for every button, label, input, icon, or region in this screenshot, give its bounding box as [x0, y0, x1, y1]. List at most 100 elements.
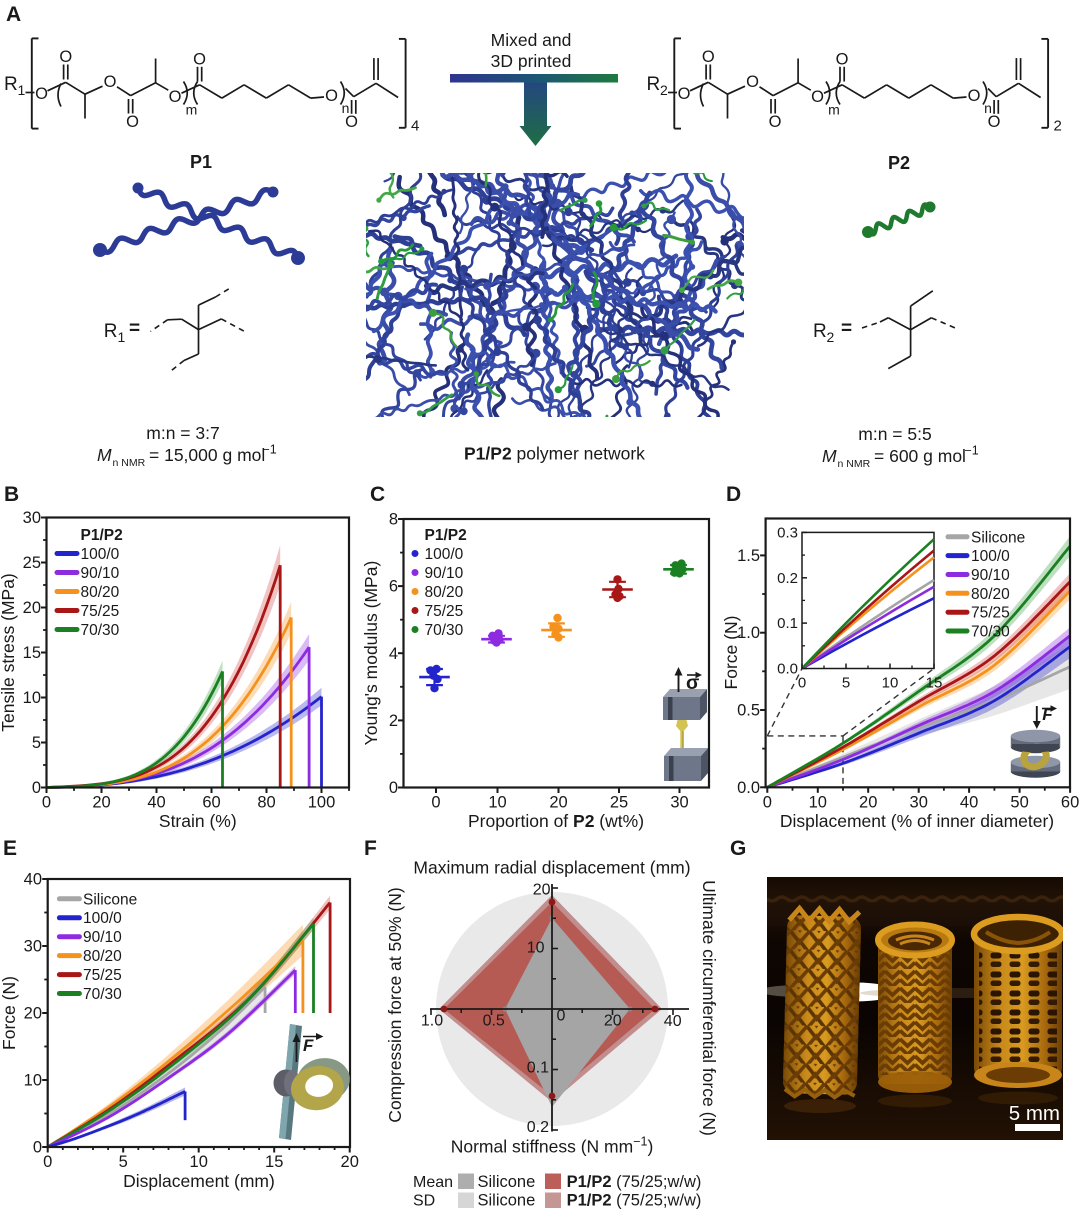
svg-text:40: 40 — [24, 871, 42, 889]
svg-text:4: 4 — [389, 645, 398, 663]
svg-text:40: 40 — [664, 1013, 682, 1030]
svg-text:90/10: 90/10 — [81, 565, 120, 582]
svg-text:SD: SD — [413, 1193, 435, 1209]
svg-text:m:n = 3:7: m:n = 3:7 — [146, 423, 219, 443]
svg-text:P2: P2 — [888, 153, 910, 173]
svg-text:Silicone: Silicone — [971, 529, 1025, 546]
svg-text:100: 100 — [308, 794, 336, 812]
svg-text:2: 2 — [1054, 118, 1062, 135]
svg-text:80/20: 80/20 — [81, 584, 120, 601]
svg-text:80: 80 — [257, 794, 275, 812]
svg-text:1.0: 1.0 — [421, 1012, 443, 1029]
svg-text:Force (N): Force (N) — [721, 616, 741, 690]
svg-text:O: O — [836, 50, 849, 68]
svg-text:Ultimate circumferential force: Ultimate circumferential force (N) — [699, 880, 719, 1136]
svg-text:2: 2 — [827, 329, 835, 345]
svg-text:−1: −1 — [263, 443, 277, 457]
svg-text:4: 4 — [411, 118, 419, 135]
svg-text:B: B — [4, 483, 19, 506]
svg-text:P1/P2: P1/P2 — [81, 527, 123, 544]
svg-text:n: n — [342, 100, 350, 116]
svg-text:M: M — [822, 446, 837, 466]
svg-text:0.1: 0.1 — [527, 1059, 549, 1076]
svg-text:75/25: 75/25 — [971, 605, 1010, 622]
svg-text:2: 2 — [660, 82, 668, 98]
svg-text:R: R — [4, 74, 18, 95]
svg-text:10: 10 — [190, 1153, 208, 1171]
svg-text:R: R — [647, 74, 661, 95]
svg-text:Proportion of P2 (wt%): Proportion of P2 (wt%) — [468, 811, 644, 831]
svg-text:70/30: 70/30 — [81, 622, 120, 639]
svg-text:O: O — [702, 48, 715, 66]
svg-text:O: O — [193, 50, 206, 68]
svg-text:C: C — [370, 483, 385, 506]
svg-text:O: O — [769, 113, 782, 131]
svg-text:30: 30 — [24, 938, 42, 956]
svg-text:0: 0 — [389, 779, 398, 797]
svg-text:80/20: 80/20 — [971, 586, 1010, 603]
svg-text:10: 10 — [882, 675, 899, 692]
svg-text:m: m — [186, 102, 198, 118]
svg-text:n NMR: n NMR — [838, 458, 871, 470]
svg-text:Mean: Mean — [413, 1174, 453, 1191]
svg-text:10: 10 — [24, 1072, 42, 1090]
svg-text:O: O — [126, 113, 139, 131]
svg-text:15: 15 — [265, 1153, 283, 1171]
svg-text:20: 20 — [859, 794, 877, 812]
svg-text:O: O — [746, 73, 759, 91]
svg-text:O: O — [59, 48, 72, 66]
svg-text:5: 5 — [32, 734, 41, 752]
svg-text:F: F — [1042, 705, 1053, 724]
svg-text:25: 25 — [23, 554, 41, 572]
svg-text:0.2: 0.2 — [527, 1119, 549, 1136]
svg-text:0: 0 — [33, 1139, 42, 1157]
svg-text:P1/P2: P1/P2 — [425, 527, 467, 544]
svg-text:O: O — [104, 73, 117, 91]
svg-text:O: O — [811, 88, 824, 106]
svg-text:=: = — [129, 318, 140, 339]
svg-text:15: 15 — [926, 675, 943, 692]
svg-text:40: 40 — [960, 794, 978, 812]
svg-text:40: 40 — [147, 794, 165, 812]
svg-text:P1: P1 — [190, 152, 212, 172]
svg-text:Displacement (mm): Displacement (mm) — [123, 1171, 275, 1191]
svg-text:80/20: 80/20 — [83, 948, 122, 965]
svg-text:90/10: 90/10 — [971, 567, 1010, 584]
svg-text:F: F — [303, 1036, 314, 1055]
svg-text:O: O — [678, 85, 691, 103]
svg-text:Tensile stress (MPa): Tensile stress (MPa) — [0, 573, 18, 732]
svg-text:0: 0 — [42, 794, 51, 812]
svg-text:0.1: 0.1 — [777, 615, 798, 632]
svg-text:0: 0 — [763, 794, 772, 812]
svg-text:F: F — [364, 837, 377, 860]
svg-text:75/25: 75/25 — [425, 603, 464, 620]
svg-text:D: D — [726, 483, 741, 506]
svg-text:O: O — [968, 87, 981, 105]
svg-text:O: O — [345, 113, 358, 131]
svg-text:O: O — [35, 85, 48, 103]
svg-text:20: 20 — [23, 599, 41, 617]
svg-text:50: 50 — [1010, 794, 1028, 812]
svg-text:M: M — [97, 445, 112, 465]
svg-text:25: 25 — [610, 794, 628, 812]
svg-text:O: O — [988, 113, 1001, 131]
svg-text:P1/P2 (75/25;w/w): P1/P2 (75/25;w/w) — [567, 1173, 702, 1191]
svg-text:Silicone: Silicone — [478, 1173, 536, 1191]
svg-text:Silicone: Silicone — [83, 891, 137, 908]
svg-text:60: 60 — [1061, 794, 1079, 812]
svg-text:−1: −1 — [965, 444, 979, 458]
svg-text:Strain (%): Strain (%) — [159, 811, 237, 831]
svg-text:5 mm: 5 mm — [1009, 1102, 1060, 1125]
svg-text:3D printed: 3D printed — [491, 51, 572, 71]
svg-text:n: n — [984, 100, 992, 116]
svg-text:70/30: 70/30 — [425, 622, 464, 639]
svg-text:100/0: 100/0 — [425, 546, 464, 563]
svg-text:10: 10 — [527, 939, 545, 956]
svg-text:=: = — [841, 318, 852, 339]
svg-text:100/0: 100/0 — [971, 548, 1010, 565]
svg-text:90/10: 90/10 — [425, 565, 464, 582]
svg-text:30: 30 — [910, 794, 928, 812]
svg-text:20: 20 — [92, 794, 110, 812]
svg-text:30: 30 — [670, 794, 688, 812]
svg-text:20: 20 — [549, 794, 567, 812]
